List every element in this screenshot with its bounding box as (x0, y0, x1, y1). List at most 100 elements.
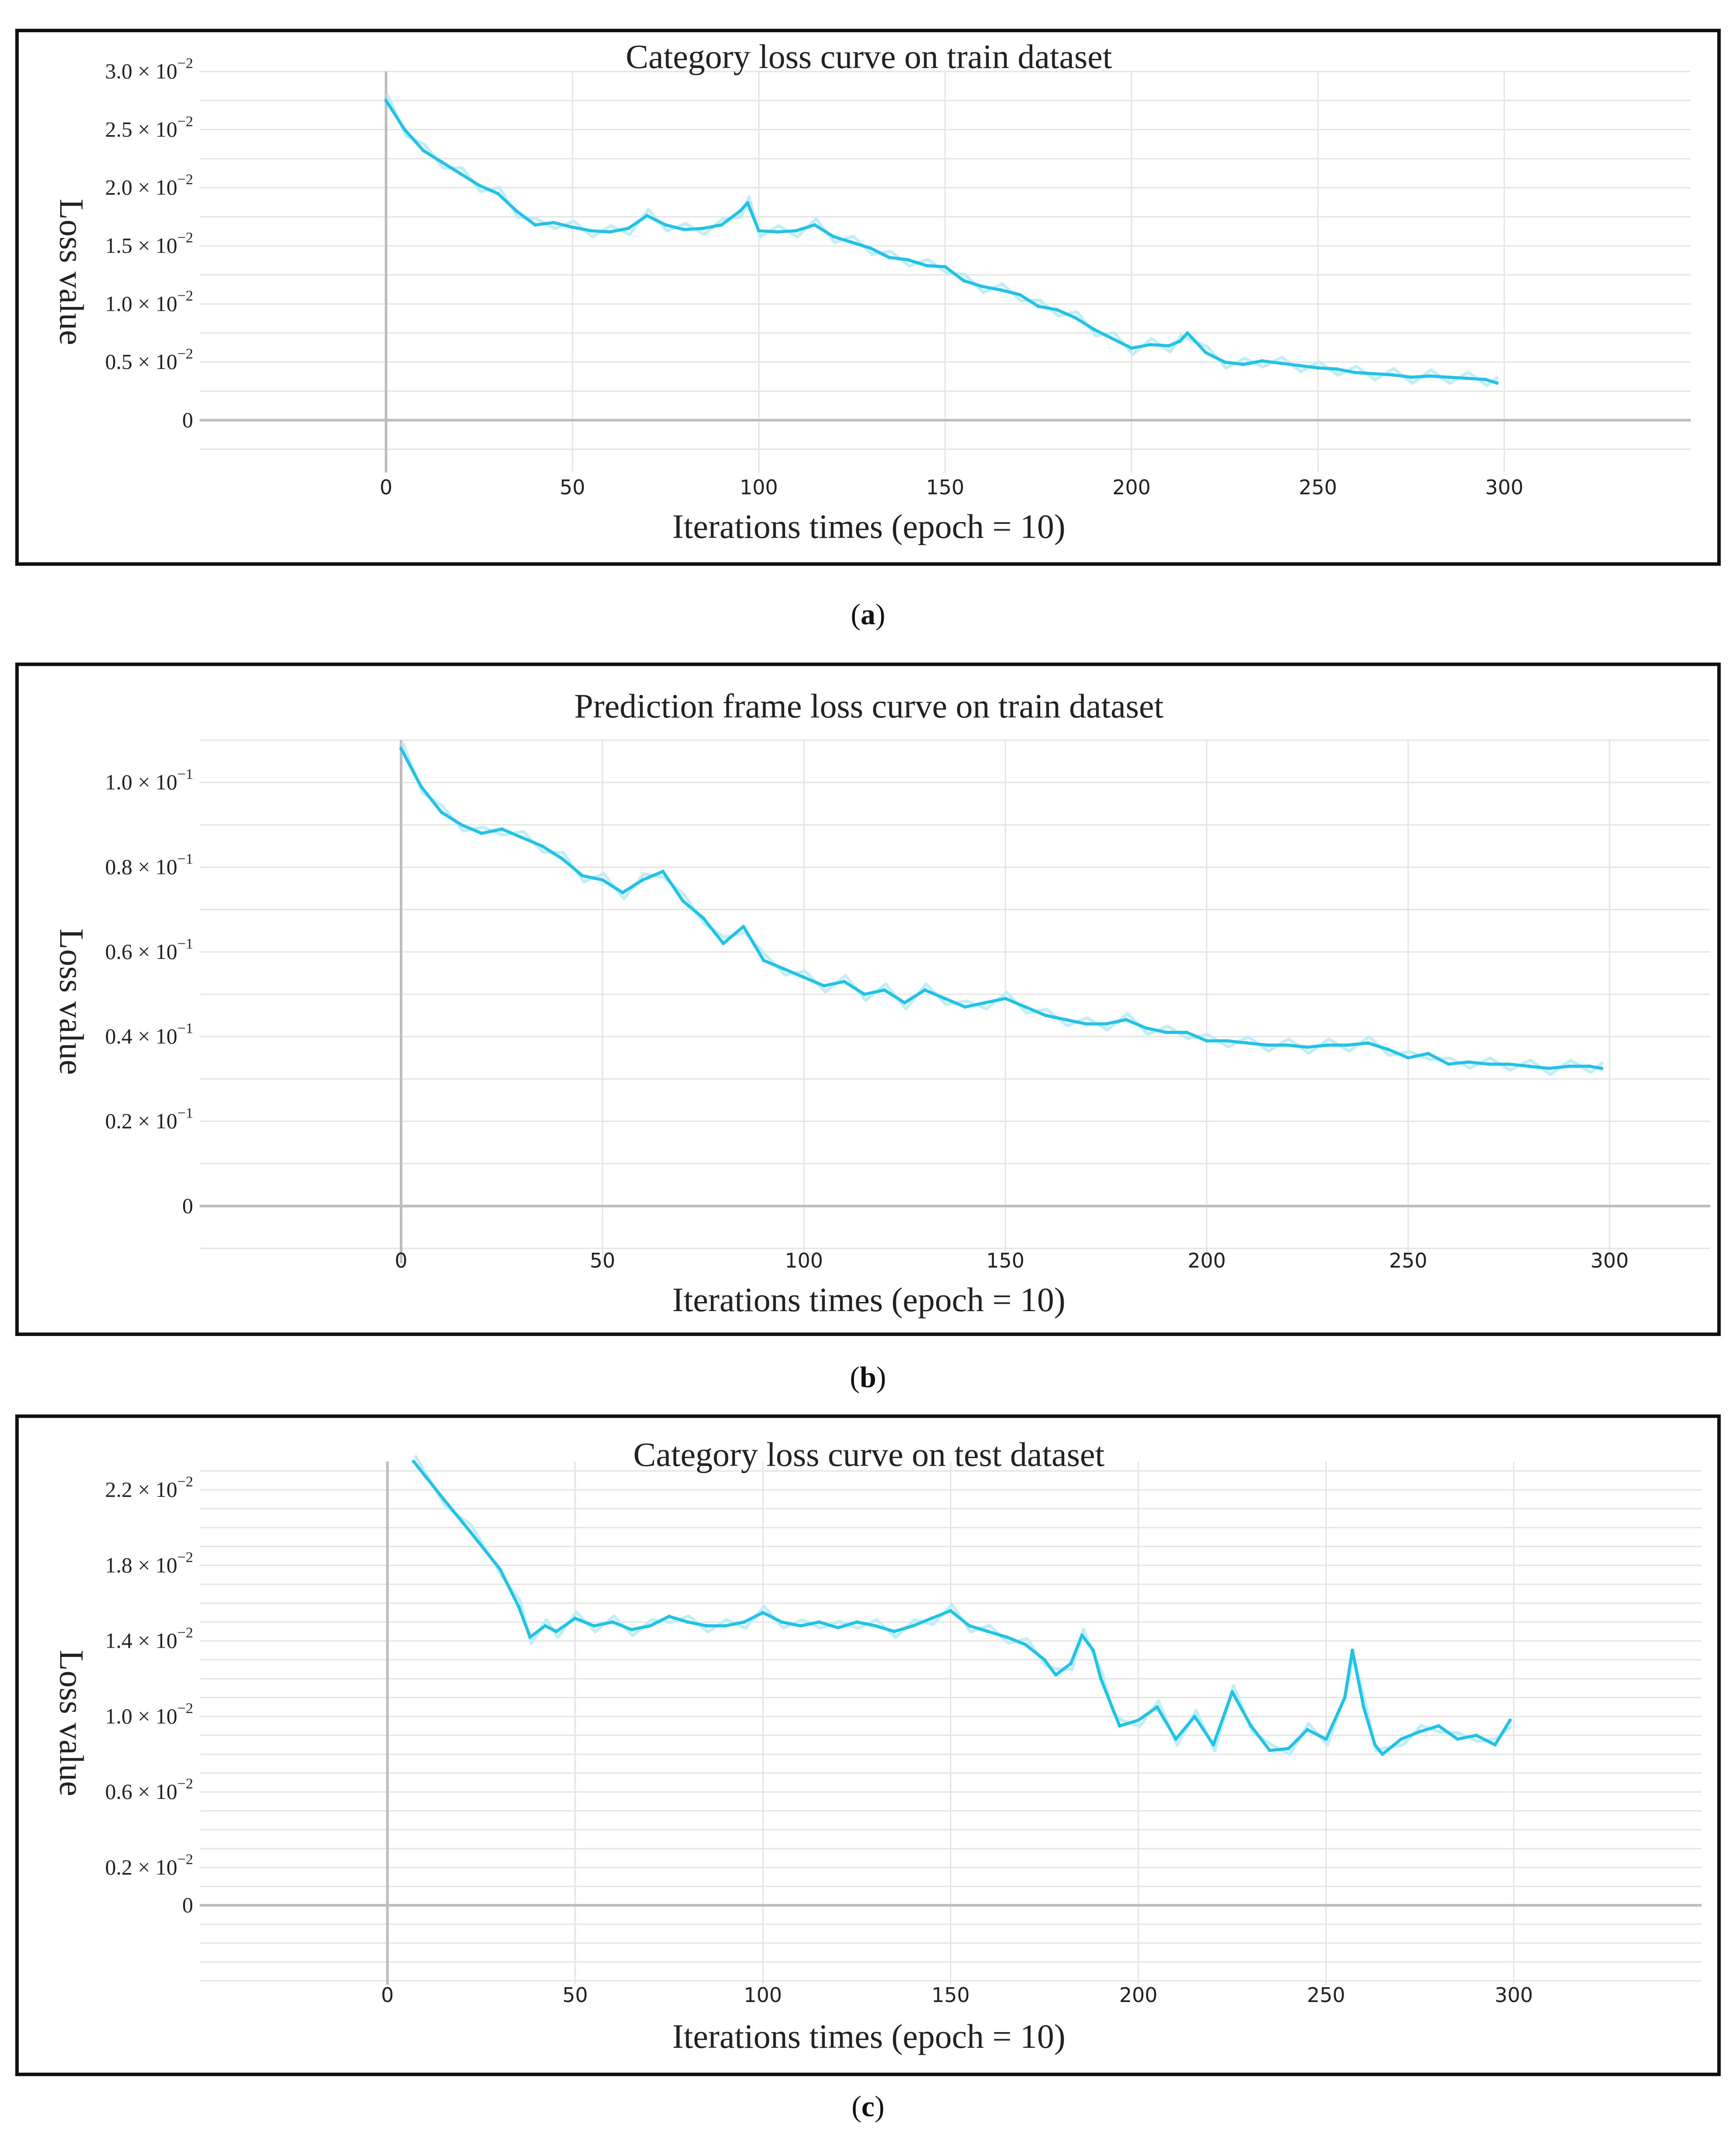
grid-a (200, 71, 1691, 473)
x-tick-label: 0 (381, 1983, 394, 2007)
data-point (540, 844, 544, 848)
data-point (1305, 1728, 1309, 1732)
data-point (403, 128, 407, 132)
x-tick-label: 300 (1494, 1983, 1533, 2007)
data-point (520, 836, 524, 840)
y-axis-label-b: Loss value (53, 928, 91, 1075)
data-point (1055, 308, 1059, 312)
data-point (911, 1624, 915, 1628)
data-point (1080, 1633, 1084, 1637)
data-point (1265, 1043, 1269, 1047)
data-point (1185, 331, 1189, 335)
data-point (1297, 364, 1301, 367)
data-point (903, 1001, 906, 1005)
data-point (1372, 372, 1376, 376)
data-point (1587, 1064, 1591, 1068)
y-tick-label: 1.0 × 10−2 (105, 1700, 193, 1728)
data-point (943, 265, 947, 269)
data-point (543, 1624, 547, 1628)
data-point (1018, 293, 1021, 296)
data-points-a (384, 99, 1499, 385)
data-point (1069, 1662, 1073, 1666)
data-point (1174, 1737, 1178, 1741)
chart-b-svg: Prediction frame loss curve on train dat… (53, 687, 1710, 1319)
data-point (1399, 1737, 1403, 1741)
data-point (555, 1629, 558, 1633)
data-point (1042, 1658, 1046, 1662)
data-point (1024, 1643, 1028, 1647)
y-tick-label: 2.2 × 10−2 (105, 1474, 193, 1502)
data-point (963, 1005, 967, 1009)
data-point (442, 1497, 446, 1501)
y-tick-label: 0.2 × 10−2 (105, 1851, 193, 1879)
x-tick-label: 150 (986, 1249, 1025, 1272)
x-tick-label: 200 (1113, 476, 1151, 499)
series-shadow-c (413, 1455, 1512, 1756)
data-point (1144, 1026, 1148, 1030)
data-point (1091, 1649, 1095, 1652)
data-point (498, 1567, 502, 1571)
data-point (468, 1530, 472, 1533)
data-point (1391, 373, 1394, 377)
data-point (1285, 1043, 1289, 1047)
x-tick-label: 0 (395, 1249, 407, 1272)
data-point (1353, 371, 1357, 374)
data-point (882, 988, 886, 992)
y-tick-label: 2.0 × 10−2 (105, 172, 193, 200)
data-point (1111, 337, 1115, 341)
data-point (626, 227, 630, 230)
y-tick-label: 1.4 × 10−2 (105, 1625, 193, 1653)
data-point (887, 255, 891, 259)
data-point (1148, 343, 1152, 347)
data-point (1024, 1005, 1028, 1009)
x-tick-label: 50 (562, 1983, 588, 2007)
data-point (1316, 366, 1320, 370)
data-point (1004, 996, 1007, 1000)
x-tick-label: 150 (932, 1983, 970, 2007)
data-point (980, 285, 984, 289)
chart-c-svg: Category loss curve on test dataset Itera… (53, 1435, 1702, 2055)
data-point (1137, 1718, 1140, 1722)
data-point (799, 1624, 802, 1628)
data-point (1260, 359, 1264, 363)
series-line-a (385, 99, 1498, 385)
data-point (1064, 1018, 1068, 1022)
data-point (1326, 1043, 1330, 1047)
x-tick-label: 100 (744, 1983, 782, 2007)
data-point (1084, 1022, 1088, 1026)
data-point (641, 878, 645, 882)
data-point (1204, 351, 1208, 355)
data-point (681, 899, 685, 903)
y-tick-label: 0.5 × 10−2 (105, 346, 193, 374)
data-point (967, 1624, 971, 1628)
chart-panel-b: Prediction frame loss curve on train dat… (15, 663, 1721, 1336)
x-axis-label-c: Iterations times (epoch = 10) (672, 2017, 1065, 2055)
data-point (477, 184, 481, 187)
y-tick-label: 0 (182, 1193, 193, 1218)
data-point (1044, 1013, 1048, 1017)
y-axis-label-c: Loss value (53, 1650, 91, 1796)
data-point (983, 1001, 987, 1005)
data-point (776, 230, 779, 234)
y-tick-label: 0.2 × 10−1 (105, 1105, 193, 1133)
series-line-b (399, 748, 1602, 1070)
x-tick-label: 100 (740, 476, 778, 499)
data-point (480, 831, 483, 835)
caption-b: (b) (850, 1360, 886, 1394)
data-point (439, 810, 443, 814)
data-point (1386, 1047, 1390, 1051)
data-point (611, 1620, 615, 1624)
data-point (999, 288, 1003, 292)
data-point (831, 235, 835, 238)
data-point (817, 1620, 821, 1624)
data-point (1567, 1064, 1571, 1068)
grid-c (200, 1462, 1702, 1985)
data-point (738, 209, 742, 213)
data-point (384, 99, 388, 102)
data-point (1508, 1718, 1512, 1722)
data-point (1130, 346, 1134, 350)
data-point (1456, 1737, 1460, 1741)
data-point (705, 1624, 708, 1628)
y-tick-label: 0.6 × 10−1 (105, 936, 193, 964)
data-point (742, 1620, 746, 1624)
